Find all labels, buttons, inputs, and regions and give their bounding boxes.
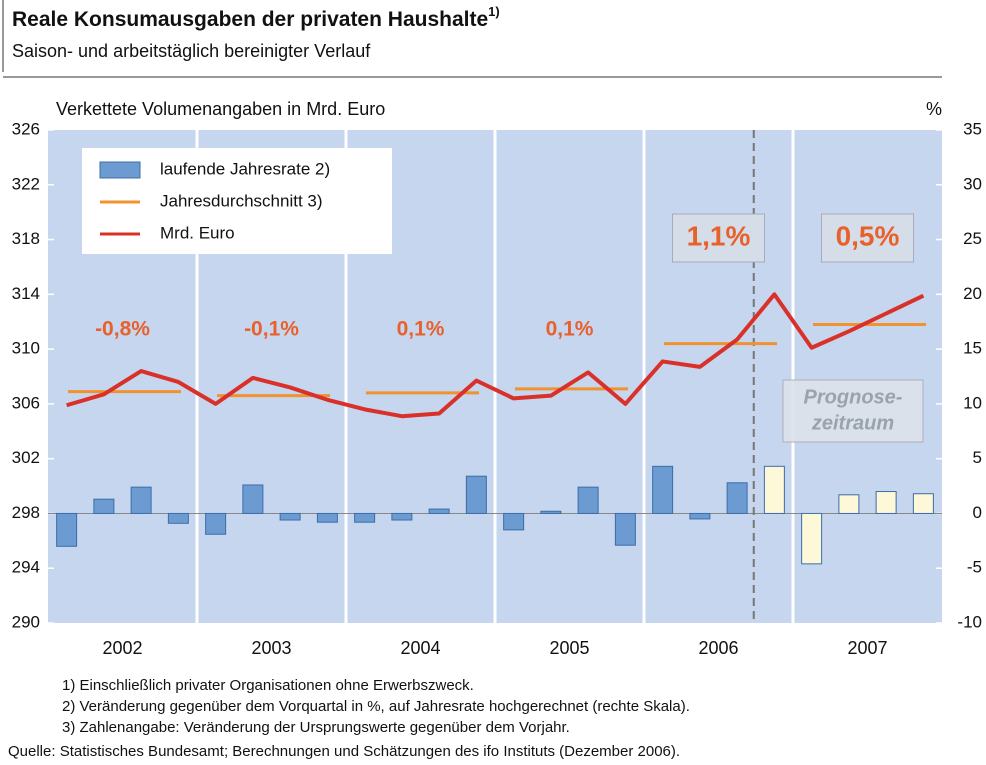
- bar: [391, 512, 413, 521]
- y-tick-label: 298: [12, 503, 40, 522]
- bar: [726, 482, 748, 514]
- label-box: [672, 213, 765, 263]
- legend-label: Jahresdurchschnitt 3): [160, 191, 323, 210]
- annual-change-label: -0,1%: [244, 318, 299, 341]
- footnote: 1) Einschließlich privater Organisatione…: [62, 677, 474, 694]
- x-tick-label: 2003: [251, 638, 291, 658]
- legend-label: Mrd. Euro: [160, 223, 235, 242]
- annual-change-label: 0,1%: [546, 318, 594, 341]
- y2-tick-label: 10: [963, 393, 982, 412]
- y-tick-label: 322: [12, 174, 40, 193]
- bar: [763, 465, 785, 514]
- x-tick-label: 2002: [102, 638, 142, 658]
- y-axis-label: Verkettete Volumenangaben in Mrd. Euro: [56, 99, 385, 119]
- y-tick-label: 302: [12, 448, 40, 467]
- bar: [428, 508, 450, 514]
- chart-title: Reale Konsumausgaben der privaten Hausha…: [12, 4, 500, 30]
- source: Quelle: Statistisches Bundesamt; Berechn…: [8, 743, 680, 760]
- bar: [614, 512, 636, 546]
- annual-change-label: 1,1%: [687, 220, 751, 251]
- footnote: 3) Zahlenangabe: Veränderung der Ursprun…: [62, 719, 570, 736]
- bar: [577, 486, 599, 514]
- annual-change-label: 0,5%: [836, 220, 900, 251]
- y2-tick-label: 5: [973, 448, 982, 467]
- chart-subtitle: Saison- und arbeitstäglich bereinigter V…: [12, 41, 371, 61]
- bar: [130, 486, 152, 514]
- bar: [56, 512, 78, 547]
- bar: [801, 512, 823, 565]
- y2-tick-label: 25: [963, 229, 982, 248]
- x-tick-label: 2007: [847, 638, 887, 658]
- x-tick-label: 2005: [549, 638, 589, 658]
- bar: [875, 491, 897, 514]
- y-tick-label: 310: [12, 339, 40, 358]
- legend-swatch: [99, 161, 141, 179]
- annual-change-label: 0,1%: [397, 318, 445, 341]
- title-note: 1): [488, 4, 500, 19]
- bar: [652, 465, 674, 514]
- y2-tick-label: 30: [963, 174, 982, 193]
- y-tick-label: 318: [12, 229, 40, 248]
- y-tick-label: 294: [12, 558, 40, 577]
- y2-axis-label: %: [926, 99, 942, 119]
- bar: [912, 493, 934, 514]
- y-tick-label: 326: [12, 119, 40, 138]
- y-tick-label: 314: [12, 284, 40, 303]
- bar: [540, 510, 562, 514]
- y-tick-label: 290: [12, 612, 40, 631]
- forecast-label: zeitraum: [811, 412, 894, 434]
- annual-change-label: -0,8%: [95, 318, 150, 341]
- forecast-box: [782, 379, 924, 443]
- y2-tick-label: 0: [973, 503, 982, 522]
- bar: [316, 512, 338, 523]
- y-tick-label: 306: [12, 393, 40, 412]
- x-tick-label: 2006: [698, 638, 738, 658]
- y2-tick-label: 15: [963, 339, 982, 358]
- bar: [689, 512, 711, 520]
- y2-tick-label: 35: [963, 119, 982, 138]
- y2-tick-label: 20: [963, 284, 982, 303]
- y2-tick-label: -5: [967, 558, 982, 577]
- bar: [503, 512, 525, 531]
- label-box: [821, 213, 914, 263]
- y2-tick-label: -10: [957, 612, 982, 631]
- bar: [838, 494, 860, 514]
- bar: [205, 512, 227, 535]
- forecast-label: Prognose-: [804, 386, 903, 408]
- footnote: 2) Veränderung gegenüber dem Vorquartal …: [62, 698, 690, 715]
- bar: [167, 512, 189, 524]
- x-tick-label: 2004: [400, 638, 440, 658]
- bar: [93, 498, 115, 514]
- bar: [354, 512, 376, 523]
- bar: [279, 512, 301, 521]
- bar: [465, 475, 487, 514]
- bar: [242, 484, 264, 514]
- line-series: [66, 292, 925, 419]
- title-text: Reale Konsumausgaben der privaten Hausha…: [12, 8, 488, 31]
- legend-label: laufende Jahresrate 2): [160, 159, 330, 178]
